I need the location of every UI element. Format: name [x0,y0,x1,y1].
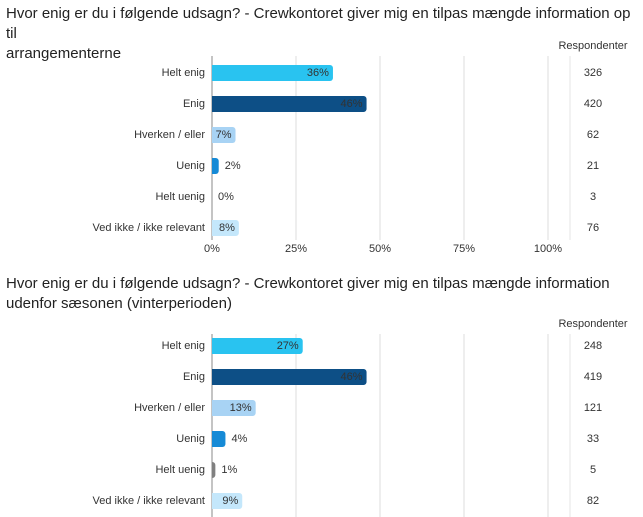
category-label: Uenig [176,160,205,172]
category-label: Enig [183,98,205,110]
value-label: 7% [216,129,232,141]
bar [212,400,256,416]
respondents-value: 420 [584,98,602,110]
respondents-value: 121 [584,402,602,414]
respondents-value: 82 [587,495,599,507]
x-tick-label: 50% [369,243,391,255]
bar [212,127,236,143]
value-label: 36% [307,67,329,79]
respondents-value: 3 [590,191,596,203]
respondents-value: 419 [584,371,602,383]
value-label: 9% [222,495,238,507]
category-label: Helt enig [162,67,205,79]
category-label: Ved ikke / ikke relevant [92,222,205,234]
value-label: 0% [218,191,234,203]
x-tick-label: 25% [285,243,307,255]
bar [212,431,226,447]
value-label: 46% [341,98,363,110]
value-label: 2% [225,160,241,172]
category-label: Hverken / eller [134,402,205,414]
chart-title: Hvor enig er du i følgende udsagn? - Cre… [6,5,631,62]
bar [212,158,219,174]
category-label: Hverken / eller [134,129,205,141]
bar [212,462,216,478]
category-label: Helt enig [162,340,205,352]
chart-title: Hvor enig er du i følgende udsagn? - Cre… [6,275,610,312]
bar [212,65,333,81]
respondents-header: Respondenter [558,40,627,52]
category-label: Uenig [176,433,205,445]
respondents-value: 248 [584,340,602,352]
value-label: 8% [219,222,235,234]
x-tick-label: 0% [204,243,220,255]
respondents-value: 21 [587,160,599,172]
bar [212,369,367,385]
bar [212,338,303,354]
respondents-value: 33 [587,433,599,445]
category-label: Helt uenig [155,464,205,476]
category-label: Helt uenig [155,191,205,203]
value-label: 4% [231,433,247,445]
bar [212,220,239,236]
respondents-value: 5 [590,464,596,476]
respondents-value: 76 [587,222,599,234]
respondents-header: Respondenter [558,318,627,330]
bar [212,493,243,509]
value-label: 27% [277,340,299,352]
respondents-value: 326 [584,67,602,79]
category-label: Ved ikke / ikke relevant [92,495,205,507]
value-label: 46% [341,371,363,383]
category-label: Enig [183,371,205,383]
value-label: 1% [221,464,237,476]
x-tick-label: 75% [453,243,475,255]
respondents-value: 62 [587,129,599,141]
bar [212,96,367,113]
value-label: 13% [230,402,252,414]
x-tick-label: 100% [534,243,562,255]
